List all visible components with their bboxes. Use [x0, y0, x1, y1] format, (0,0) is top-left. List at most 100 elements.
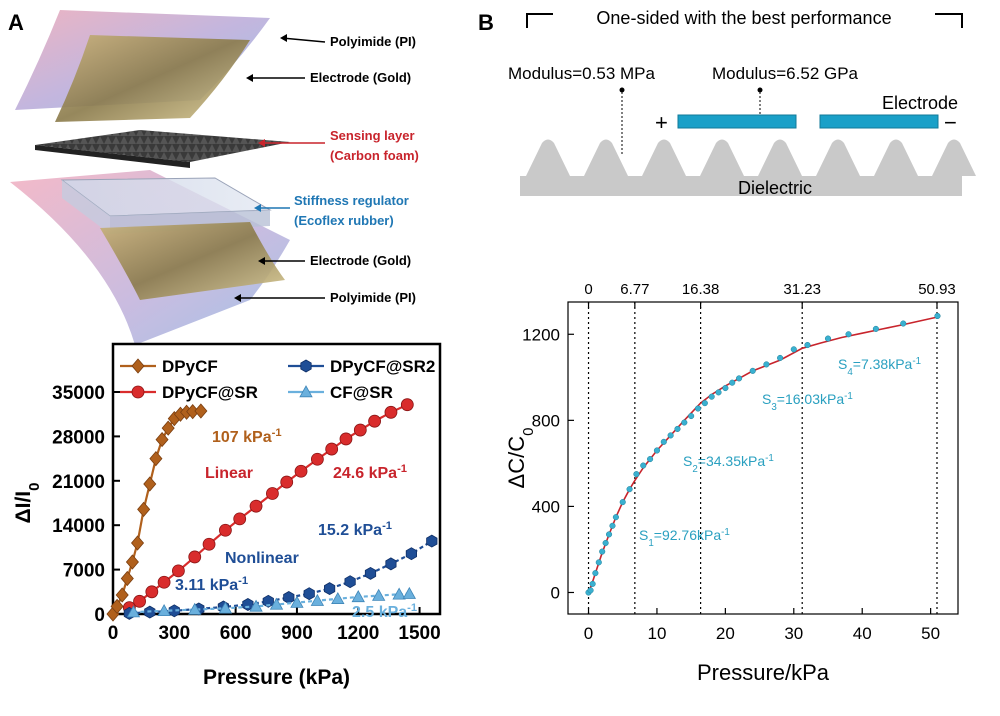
- y-tick-label: 28000: [52, 427, 105, 448]
- schematic-title: One-sided with the best performance: [596, 8, 891, 28]
- data-point: [595, 559, 602, 566]
- annotation: 3.11 kPa-1: [175, 575, 248, 594]
- data-point: [280, 475, 294, 489]
- label-sensing-layer: Sensing layer: [330, 128, 415, 143]
- y-tick-label: 400: [532, 497, 560, 516]
- data-point: [934, 312, 941, 320]
- label-polyimide-top: Polyimide (PI): [330, 34, 416, 49]
- x-tick-label: 30: [784, 624, 803, 643]
- data-point: [130, 535, 145, 551]
- series-dpycf-sr2: [123, 534, 438, 620]
- data-point: [219, 523, 232, 537]
- data-point: [384, 405, 398, 419]
- x-axis-label: Pressure (kPa): [203, 666, 350, 689]
- data-point: [872, 325, 879, 332]
- exploded-device-illustration: [10, 10, 290, 345]
- data-point: [653, 447, 660, 454]
- data-point: [587, 587, 594, 594]
- data-point: [660, 438, 667, 445]
- annotation: 2.5 kPa-1: [352, 602, 417, 621]
- data-point: [290, 595, 304, 608]
- legend-marker: [300, 359, 312, 373]
- slope-annotation: S3=16.03kPa-1: [762, 391, 853, 413]
- data-point: [294, 464, 308, 478]
- data-point: [790, 346, 797, 353]
- data-point: [351, 590, 365, 603]
- x-tick-label: 20: [716, 624, 735, 643]
- y-tick-label: 14000: [52, 516, 105, 537]
- data-point: [157, 575, 171, 589]
- data-point: [188, 550, 202, 564]
- x-tick-label: 600: [220, 623, 252, 644]
- data-point: [157, 604, 171, 617]
- annotation: Linear: [205, 465, 253, 482]
- data-point: [763, 361, 770, 368]
- x-axis-label: Pressure/kPa: [697, 660, 830, 685]
- x-tick-label: 50: [921, 624, 940, 643]
- data-point: [145, 585, 159, 599]
- data-point: [283, 591, 295, 604]
- plus-sign: +: [655, 110, 668, 135]
- data-point: [133, 594, 146, 608]
- data-point: [242, 598, 254, 611]
- slope-annotation: S2=34.35kPa-1: [683, 453, 774, 475]
- data-point: [303, 587, 315, 601]
- data-point: [609, 522, 616, 529]
- data-point: [324, 582, 336, 596]
- data-point: [353, 423, 367, 437]
- y-tick-label: 7000: [63, 561, 105, 582]
- label-electrode-top: Electrode (Gold): [310, 70, 411, 85]
- label-polyimide-bottom: Polyimide (PI): [330, 290, 416, 305]
- y-tick-label: 1200: [522, 325, 560, 344]
- data-point: [804, 341, 811, 349]
- data-point: [364, 566, 377, 580]
- data-point: [701, 400, 708, 407]
- annotation: 24.6 kPa-1: [333, 463, 407, 482]
- right-electrode: [819, 114, 939, 129]
- x-tick-label: 1200: [337, 623, 379, 644]
- y-tick-label: 0: [94, 605, 105, 626]
- data-point: [202, 537, 216, 551]
- top-tick-label: 6.77: [620, 281, 649, 298]
- measured-points: [585, 312, 941, 596]
- data-point: [115, 587, 129, 603]
- data-point: [736, 375, 743, 382]
- legend-label: CF@SR: [330, 383, 393, 402]
- data-point: [331, 591, 345, 604]
- label-sensing-layer-sub: (Carbon foam): [330, 148, 419, 163]
- x-tick-label: 900: [281, 623, 313, 644]
- panel-a-letter: A: [8, 10, 24, 35]
- legend-label: DPyCF@SR2: [330, 357, 435, 376]
- y-tick-label: 0: [551, 583, 560, 602]
- top-tick-label: 16.38: [682, 281, 720, 298]
- data-point: [688, 412, 695, 420]
- minus-sign: −: [944, 110, 957, 135]
- data-point: [592, 570, 599, 577]
- panel-b-letter: B: [478, 10, 494, 35]
- chart-b-capacitance-response: 0 400 800 1200 0 10 20 30 40 50 0 6.77 16.38 31.23 50.…: [504, 281, 959, 685]
- data-point: [667, 432, 674, 439]
- data-point: [120, 570, 134, 587]
- data-point: [249, 599, 263, 612]
- data-point: [233, 512, 247, 526]
- data-point: [647, 456, 654, 463]
- left-electrode: [677, 114, 797, 129]
- annotation: Nonlinear: [225, 550, 299, 567]
- data-point: [262, 594, 274, 608]
- x-tick-label: 0: [584, 624, 593, 643]
- data-point: [266, 487, 279, 500]
- top-tick-label: 31.23: [783, 281, 821, 298]
- data-point: [171, 564, 185, 578]
- dielectric-label: Dielectric: [738, 178, 812, 198]
- data-point: [900, 320, 907, 327]
- modulus-left-label: Modulus=0.53 MPa: [508, 64, 655, 83]
- x-tick-label: 10: [647, 624, 666, 643]
- data-point: [372, 588, 386, 601]
- legend-label: DPyCF@SR: [162, 383, 258, 402]
- data-point: [161, 420, 175, 436]
- legend-marker: [131, 358, 145, 374]
- data-point: [633, 471, 640, 478]
- top-tick-label: 0: [584, 281, 592, 298]
- top-gold-electrode: [55, 35, 250, 122]
